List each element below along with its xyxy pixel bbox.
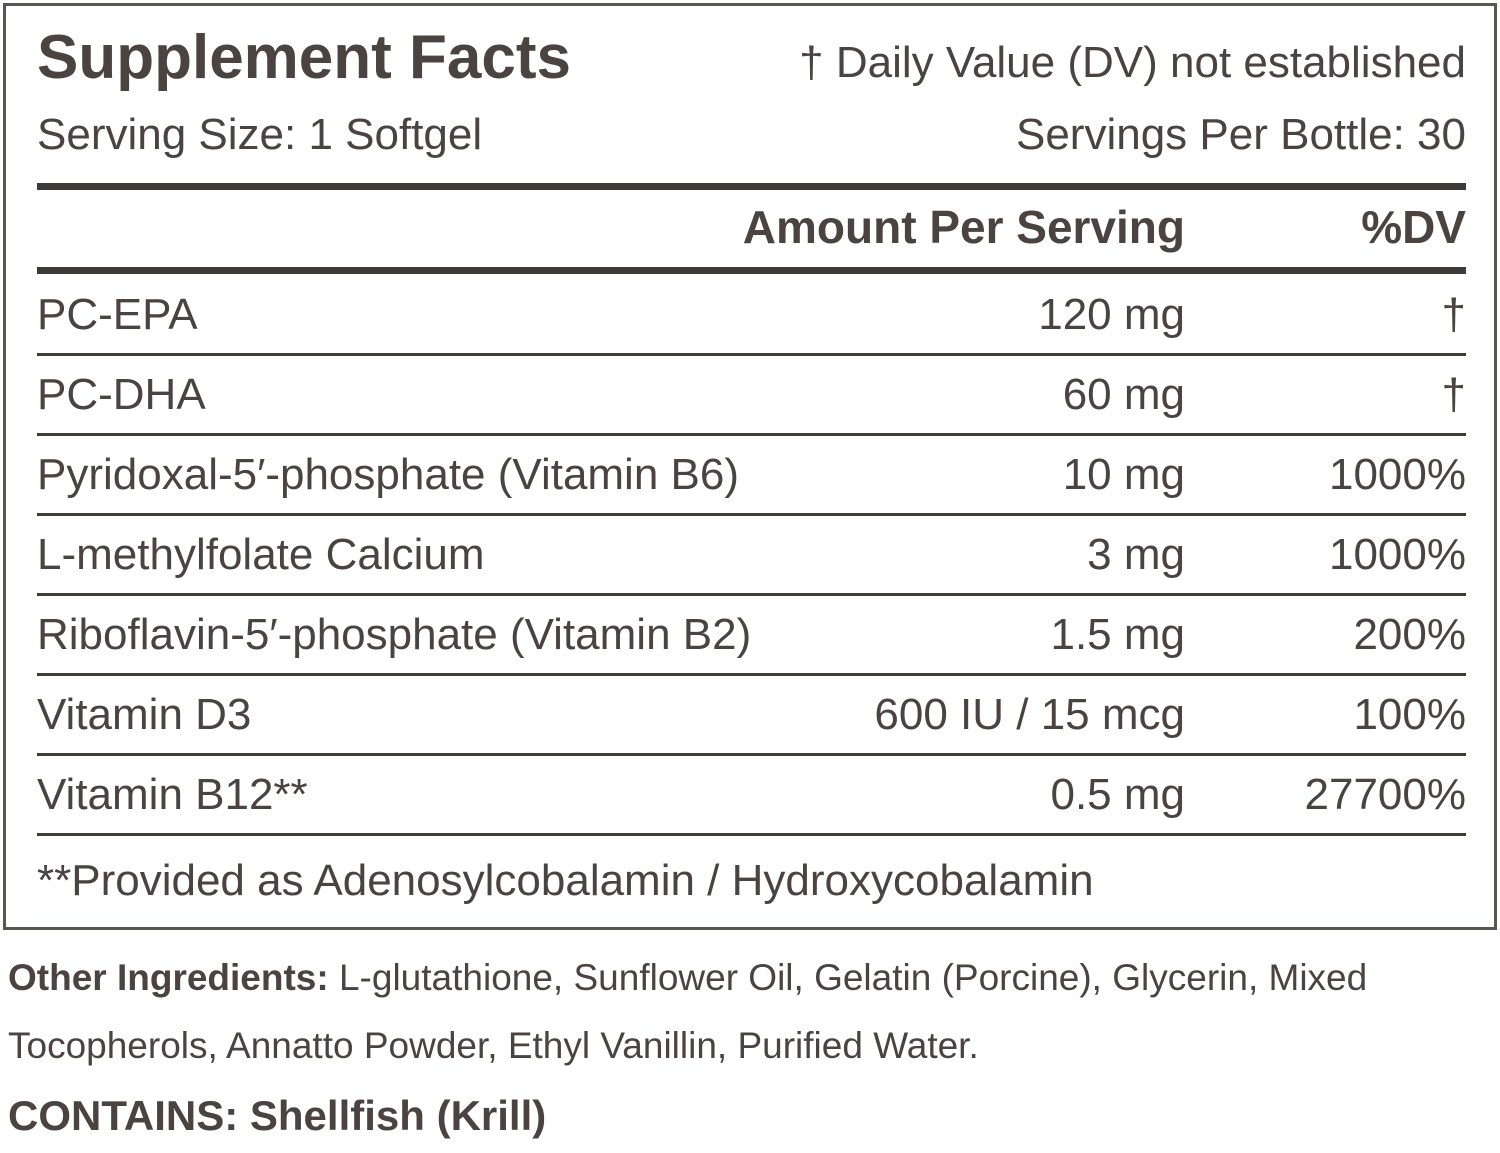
footnote: **Provided as Adenosylcobalamin / Hydrox…	[37, 856, 1094, 905]
facts-panel	[3, 3, 1497, 930]
contains-label: CONTAINS:	[8, 1092, 239, 1139]
daily-value: 200%	[1353, 610, 1466, 659]
row-rule	[37, 593, 1466, 596]
nutrient-name: PC-EPA	[37, 290, 198, 339]
daily-value: 100%	[1353, 690, 1466, 739]
amount: 120 mg	[1038, 290, 1185, 339]
amount: 0.5 mg	[1050, 770, 1185, 819]
nutrient-name: Vitamin B12**	[37, 770, 308, 819]
title: Supplement Facts	[37, 23, 571, 92]
amount: 60 mg	[1062, 370, 1185, 419]
daily-value: †	[1441, 290, 1466, 339]
nutrient-name: PC-DHA	[37, 370, 206, 419]
column-header: Amount Per Serving	[742, 201, 1185, 253]
daily-value: 27700%	[1304, 770, 1466, 819]
amount: 600 IU / 15 mcg	[874, 690, 1185, 739]
allergen-statement: CONTAINS: Shellfish (Krill)	[8, 1092, 546, 1140]
servings-per-container: Servings Per Bottle: 30	[1015, 110, 1466, 159]
daily-value: 1000%	[1328, 450, 1466, 499]
nutrient-name: Vitamin D3	[37, 690, 252, 739]
column-header: %DV	[1361, 201, 1466, 253]
row-rule	[37, 673, 1466, 676]
row-rule	[37, 833, 1466, 836]
row-rule	[37, 353, 1466, 356]
contains-text: Shellfish (Krill)	[249, 1092, 547, 1139]
daily-value: 1000%	[1328, 530, 1466, 579]
amount: 10 mg	[1062, 450, 1185, 499]
nutrient-name: Pyridoxal-5′-phosphate (Vitamin B6)	[37, 450, 740, 499]
other-ingredients: Other Ingredients: L-glutathione, Sunflo…	[8, 944, 1496, 1080]
daily-value: †	[1441, 370, 1466, 419]
nutrient-name: Riboflavin-5′-phosphate (Vitamin B2)	[37, 610, 752, 659]
amount: 3 mg	[1087, 530, 1185, 579]
other-ingredients-label: Other Ingredients:	[8, 957, 329, 998]
dv-note: † Daily Value (DV) not established	[799, 38, 1466, 87]
other-ingredients-text: L-glutathione, Sunflower Oil, Gelatin (P…	[8, 957, 1368, 1066]
row-rule	[37, 513, 1466, 516]
amount: 1.5 mg	[1050, 610, 1185, 659]
thick-rule	[37, 183, 1466, 190]
row-rule	[37, 753, 1466, 756]
nutrient-name: L-methylfolate Calcium	[37, 530, 485, 579]
row-rule	[37, 433, 1466, 436]
thick-rule	[37, 267, 1466, 274]
serving-size: Serving Size: 1 Softgel	[37, 110, 483, 159]
